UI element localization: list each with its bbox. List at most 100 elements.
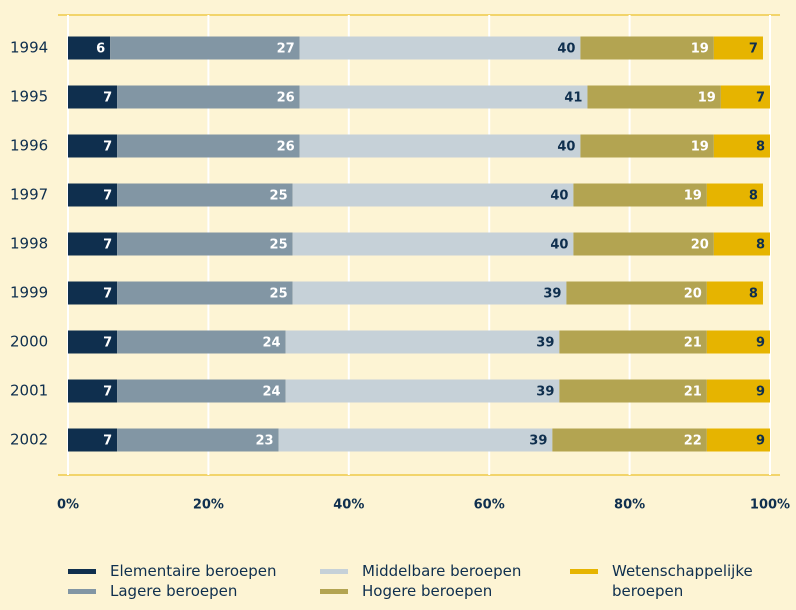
value-label: 39 — [543, 287, 561, 302]
value-label: 20 — [691, 238, 709, 253]
bar-segment — [720, 85, 770, 109]
x-tick-label: 80% — [614, 498, 645, 513]
bar-segment — [580, 134, 714, 158]
chart: 0% 20% 40% 60% 80% 100% 1994 6 27 40 19 7 1995 7 26 41 1… — [10, 14, 790, 513]
value-label: 39 — [536, 336, 554, 351]
value-label: 7 — [103, 385, 112, 400]
legend-swatch — [320, 569, 348, 574]
y-tick-label: 1996 — [10, 137, 48, 155]
value-label: 40 — [550, 238, 568, 253]
bar-segment — [566, 281, 707, 305]
bar-segment — [117, 379, 286, 403]
bar-segment — [68, 281, 118, 305]
bar-segment — [573, 183, 707, 207]
x-tick-label: 20% — [193, 498, 224, 513]
value-label: 25 — [270, 238, 288, 253]
bar-segment — [68, 232, 118, 256]
value-label: 25 — [270, 287, 288, 302]
value-label: 7 — [103, 91, 112, 106]
bar-segment — [68, 134, 118, 158]
bar-segment — [299, 134, 581, 158]
value-label: 40 — [557, 140, 575, 155]
value-label: 22 — [684, 434, 702, 449]
value-label: 7 — [103, 287, 112, 302]
bar-segment — [713, 36, 763, 60]
value-label: 7 — [103, 434, 112, 449]
bar-segment — [706, 330, 770, 354]
bar-segment — [299, 36, 581, 60]
legend-swatch — [68, 589, 96, 594]
value-label: 20 — [684, 287, 702, 302]
y-tick-label: 2001 — [10, 382, 48, 400]
value-label: 21 — [684, 385, 702, 400]
bar-segment — [117, 330, 286, 354]
bar-segment — [292, 183, 574, 207]
x-tick-label: 60% — [474, 498, 505, 513]
value-label: 40 — [550, 189, 568, 204]
bar-segment — [580, 36, 714, 60]
bar-segment — [117, 183, 293, 207]
value-label: 25 — [270, 189, 288, 204]
bar-segment — [706, 379, 770, 403]
bar-segment — [713, 134, 770, 158]
x-tick-label: 100% — [750, 498, 790, 513]
y-tick-label: 1995 — [10, 88, 48, 106]
y-tick-label: 2002 — [10, 431, 48, 449]
legend-label: Elementaire beroepen — [110, 562, 277, 580]
bar-segment — [68, 85, 118, 109]
legend-label: Middelbare beroepen — [362, 562, 522, 580]
value-label: 39 — [536, 385, 554, 400]
value-label: 23 — [256, 434, 274, 449]
bar-segment — [278, 428, 553, 452]
value-label: 24 — [263, 336, 281, 351]
value-label: 9 — [756, 385, 765, 400]
legend-swatch — [68, 569, 96, 574]
value-label: 24 — [263, 385, 281, 400]
bar-segment — [117, 134, 300, 158]
bar-segment — [552, 428, 707, 452]
value-label: 26 — [277, 91, 295, 106]
value-label: 27 — [277, 42, 295, 57]
bar-segment — [68, 183, 118, 207]
x-tick-label: 40% — [333, 498, 364, 513]
value-label: 26 — [277, 140, 295, 155]
legend-label: Wetenschappelijke beroepen — [612, 562, 753, 600]
bar-segment — [68, 428, 118, 452]
bar-segment — [713, 232, 770, 256]
value-label: 19 — [684, 189, 702, 204]
y-tick-label: 1997 — [10, 186, 48, 204]
bar-segment — [573, 232, 714, 256]
value-label: 8 — [756, 238, 765, 253]
value-label: 8 — [749, 189, 758, 204]
value-label: 7 — [103, 238, 112, 253]
bar-segment — [110, 36, 300, 60]
y-tick-label: 1998 — [10, 235, 48, 253]
value-label: 9 — [756, 434, 765, 449]
bar-segment — [706, 281, 763, 305]
bar-segment — [117, 281, 293, 305]
bar-segment — [285, 330, 560, 354]
bar-segment — [68, 36, 111, 60]
value-label: 21 — [684, 336, 702, 351]
bar-segment — [299, 85, 588, 109]
value-label: 39 — [529, 434, 547, 449]
value-label: 8 — [749, 287, 758, 302]
bar-segment — [706, 183, 763, 207]
y-tick-label: 2000 — [10, 333, 48, 351]
y-tick-label: 1994 — [10, 39, 48, 57]
value-label: 19 — [691, 140, 709, 155]
bar-segment — [559, 330, 707, 354]
bar-segment — [292, 281, 567, 305]
bar-segment — [68, 330, 118, 354]
value-label: 6 — [96, 42, 105, 57]
x-tick-label: 0% — [57, 498, 79, 513]
value-label: 7 — [103, 140, 112, 155]
legend-label: Lagere beroepen — [110, 582, 238, 600]
value-label: 7 — [103, 336, 112, 351]
value-label: 8 — [756, 140, 765, 155]
value-label: 7 — [103, 189, 112, 204]
bar-segment — [285, 379, 560, 403]
bar-segment — [117, 428, 279, 452]
legend-label: Hogere beroepen — [362, 582, 493, 600]
